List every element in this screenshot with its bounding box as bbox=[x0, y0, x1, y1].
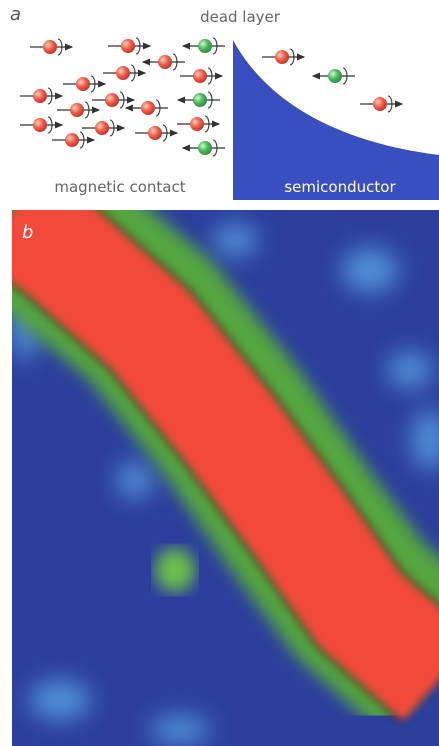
magnetic-contact-label: magnetic contact bbox=[54, 178, 185, 196]
spin-particle bbox=[190, 117, 204, 131]
spin-particle bbox=[76, 77, 90, 91]
spin-particle bbox=[116, 66, 130, 80]
spin-particle bbox=[198, 39, 212, 53]
spin-particle bbox=[33, 118, 47, 132]
spin-particle bbox=[70, 103, 84, 117]
semiconductor-region bbox=[233, 40, 439, 200]
spin-particle bbox=[193, 69, 207, 83]
panel-b: b bbox=[0, 210, 439, 746]
spin-particle bbox=[328, 69, 342, 83]
panel-a: a dead layer magnetic contact semiconduc… bbox=[10, 4, 439, 200]
spin-particle bbox=[121, 39, 135, 53]
dead-layer-label: dead layer bbox=[200, 8, 281, 26]
spin-particle bbox=[105, 93, 119, 107]
panel-label: a bbox=[10, 4, 21, 25]
spin-particle bbox=[158, 55, 172, 69]
semiconductor-label: semiconductor bbox=[284, 178, 396, 196]
spin-particle bbox=[33, 89, 47, 103]
spin-particle bbox=[95, 121, 109, 135]
spin-particle bbox=[141, 101, 155, 115]
figure: a dead layer magnetic contact semiconduc… bbox=[0, 0, 439, 746]
spin-particle bbox=[275, 50, 289, 64]
spin-particle bbox=[198, 141, 212, 155]
spin-particle bbox=[65, 133, 79, 147]
spin-particle bbox=[373, 97, 387, 111]
spin-particle bbox=[148, 126, 162, 140]
spin-particle bbox=[193, 93, 207, 107]
spin-particle bbox=[43, 40, 57, 54]
panel-label: b bbox=[22, 222, 33, 243]
